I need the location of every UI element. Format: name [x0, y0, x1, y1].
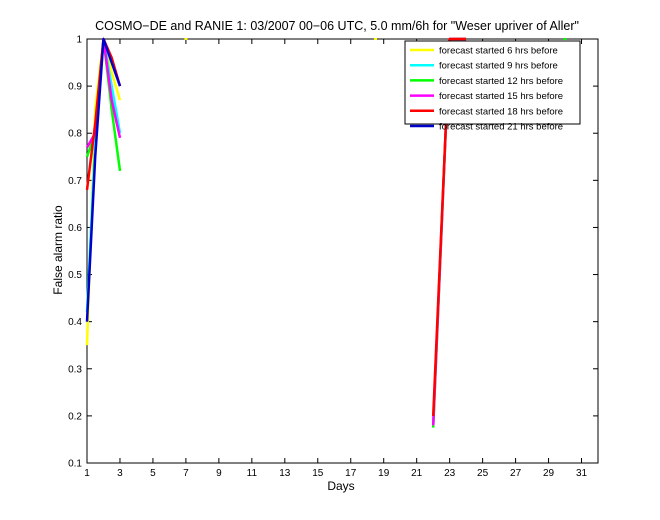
legend-label: forecast started 15 hrs before: [439, 91, 563, 102]
x-tick-label: 17: [345, 468, 357, 479]
series-point: [563, 38, 567, 40]
x-tick-label: 9: [216, 468, 222, 479]
y-tick-label: 0.6: [68, 223, 82, 234]
series-line: [85, 37, 122, 322]
x-tick-label: 25: [477, 468, 489, 479]
y-tick-label: 0.9: [68, 82, 82, 93]
y-tick-label: 0.8: [68, 129, 82, 140]
legend-label: forecast started 21 hrs before: [439, 122, 563, 133]
y-tick-label: 0.1: [68, 459, 82, 470]
x-tick-label: 19: [378, 468, 390, 479]
y-tick-label: 0.7: [68, 176, 82, 187]
plot-area: [86, 38, 599, 464]
x-tick-label: 31: [576, 468, 588, 479]
series-6: [85, 37, 122, 322]
legend-box: [404, 40, 581, 125]
legend-label: forecast started 18 hrs before: [439, 106, 563, 117]
x-tick-label: 13: [279, 468, 291, 479]
series-layer: [85, 37, 567, 428]
x-tick-label: 21: [411, 468, 423, 479]
axis-ticks: 1 3 5 7 9 11 13 15 17 19 21 23 25 27 29 310.10.20.30.40…: [68, 35, 598, 479]
x-tick-label: 15: [312, 468, 324, 479]
y-tick-label: 0.3: [68, 364, 82, 375]
legend-label: forecast started 9 hrs before: [439, 61, 558, 72]
x-tick-label: 5: [150, 468, 156, 479]
legend: forecast started 6 hrs before forecast st…: [404, 40, 581, 133]
series-point: [184, 38, 188, 40]
x-tick-label: 3: [117, 468, 123, 479]
x-tick-label: 7: [183, 468, 189, 479]
x-tick-label: 27: [510, 468, 522, 479]
y-tick-label: 0.4: [68, 317, 82, 328]
x-tick-label: 1: [84, 468, 90, 479]
series-line: [431, 37, 467, 416]
legend-label: forecast started 12 hrs before: [439, 76, 563, 87]
y-tick-label: 0.2: [68, 411, 82, 422]
legend-label: forecast started 6 hrs before: [439, 46, 558, 57]
x-axis-title: Days: [327, 479, 354, 493]
series-point: [373, 38, 377, 40]
y-tick-label: 1: [76, 35, 82, 46]
x-tick-label: 23: [444, 468, 456, 479]
x-tick-label: 29: [543, 468, 555, 479]
chart-title: COSMO−DE and RANIE 1: 03/2007 00−06 UTC,…: [95, 19, 579, 33]
x-tick-label: 11: [247, 468, 258, 479]
y-tick-label: 0.5: [68, 270, 82, 281]
y-axis-title: False alarm ratio: [51, 205, 65, 295]
